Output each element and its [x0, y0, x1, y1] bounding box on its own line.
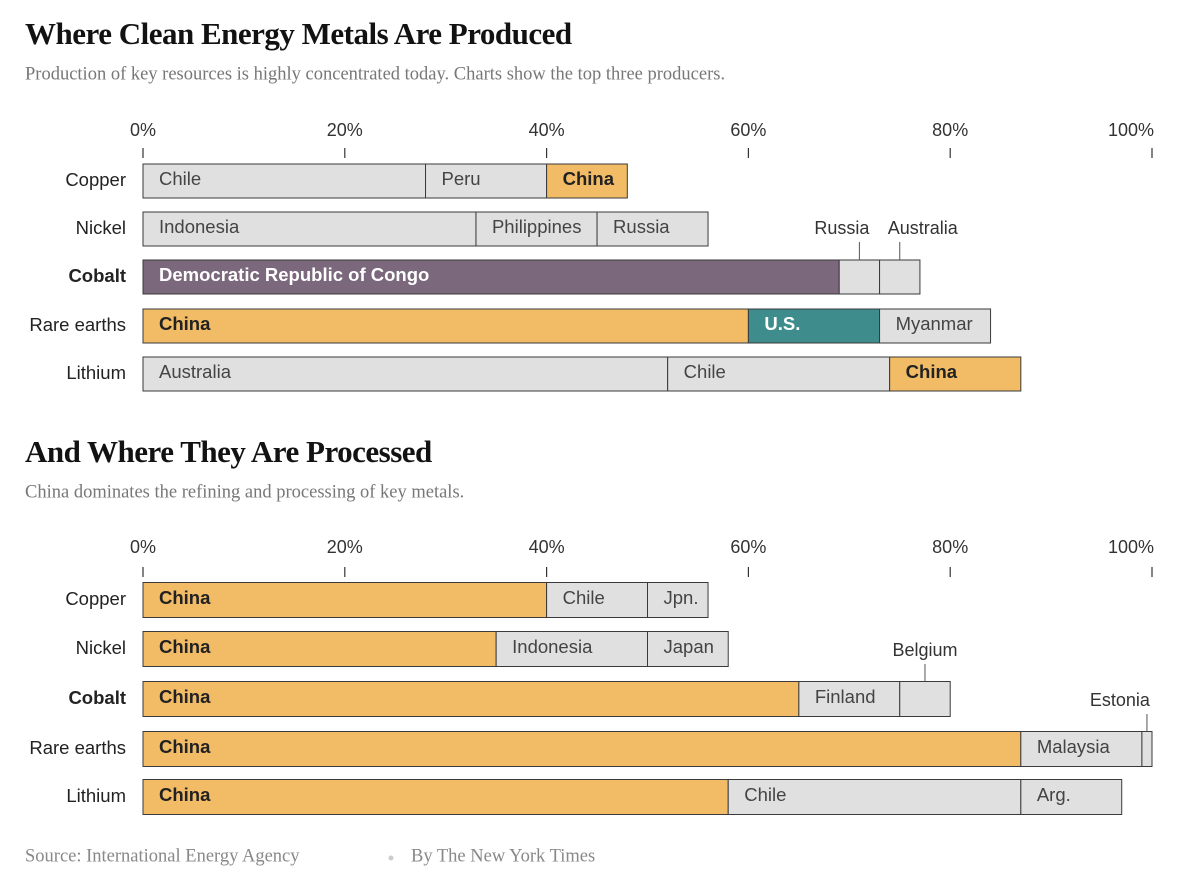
bar-segment — [1020, 779, 1123, 815]
chart-title: And Where They Are Processed — [25, 434, 432, 469]
segment-label: China — [159, 636, 211, 657]
bar-segment — [142, 631, 497, 667]
chart-title: Where Clean Energy Metals Are Produced — [25, 16, 572, 51]
segment-label: China — [159, 587, 211, 608]
bar-segment — [889, 356, 1022, 392]
callout-label: Estonia — [1090, 690, 1151, 710]
callout-label: Australia — [888, 218, 959, 238]
segment-label: Democratic Republic of Congo — [159, 264, 429, 285]
bar-segment — [142, 259, 840, 295]
category-label: Nickel — [76, 637, 126, 658]
segment-label: Peru — [442, 168, 481, 189]
category-label: Lithium — [66, 785, 126, 806]
credit: By The New York Times — [411, 846, 595, 866]
chart-subtitle: Production of key resources is highly co… — [25, 64, 725, 84]
segment-label: China — [159, 313, 211, 334]
segment-label: Chile — [159, 168, 201, 189]
x-tick-label: 80% — [932, 120, 968, 140]
bar-segment — [546, 163, 628, 199]
bar-segment — [142, 582, 548, 618]
bar-segment — [667, 356, 891, 392]
bar-segment — [142, 731, 1022, 767]
segment-label: Arg. — [1037, 784, 1071, 805]
x-tick-label: 20% — [327, 537, 363, 557]
source: Source: International Energy Agency — [25, 846, 300, 866]
segment-label: Jpn. — [664, 587, 699, 608]
bar-segment — [142, 163, 427, 199]
bar-segment — [647, 582, 709, 618]
x-tick-label: 60% — [730, 537, 766, 557]
segment-label: China — [563, 168, 615, 189]
callout-label: Russia — [814, 218, 870, 238]
segment-label: Finland — [815, 686, 876, 707]
x-tick-label: 100% — [1108, 120, 1154, 140]
segment-label: China — [159, 686, 211, 707]
category-label: Copper — [65, 169, 126, 190]
bar-segment — [1141, 731, 1153, 767]
bar-segment — [838, 259, 881, 295]
bar-segment — [879, 259, 921, 295]
bar-segment — [879, 308, 992, 344]
category-label: Cobalt — [68, 687, 126, 708]
segment-label: Chile — [744, 784, 786, 805]
segment-label: Japan — [664, 636, 714, 657]
segment-label: China — [906, 361, 958, 382]
segment-label: Myanmar — [896, 313, 973, 334]
x-tick-label: 100% — [1108, 537, 1154, 557]
bar-segment — [142, 308, 749, 344]
bar-segment — [747, 308, 881, 344]
segment-label: Indonesia — [159, 216, 240, 237]
chart-subtitle: China dominates the refining and process… — [25, 482, 464, 502]
bar-segment — [142, 211, 477, 247]
category-label: Cobalt — [68, 265, 126, 286]
bar-segment — [546, 582, 648, 618]
category-label: Nickel — [76, 217, 126, 238]
x-tick-label: 60% — [730, 120, 766, 140]
callout-label: Belgium — [892, 640, 957, 660]
segment-label: Malaysia — [1037, 736, 1111, 757]
segment-label: Indonesia — [512, 636, 593, 657]
bar-segment — [899, 681, 951, 717]
bar-segment — [495, 631, 648, 667]
x-tick-label: 0% — [130, 537, 156, 557]
bar-segment — [727, 779, 1022, 815]
bar-segment — [596, 211, 709, 247]
segment-label: China — [159, 784, 211, 805]
bar-segment — [142, 779, 729, 815]
x-tick-label: 40% — [529, 537, 565, 557]
category-label: Rare earths — [29, 314, 126, 335]
x-tick-label: 40% — [529, 120, 565, 140]
x-tick-label: 0% — [130, 120, 156, 140]
segment-label: Russia — [613, 216, 670, 237]
segment-label: Chile — [684, 361, 726, 382]
category-label: Rare earths — [29, 737, 126, 758]
bar-segment — [475, 211, 598, 247]
bar-segment — [142, 681, 800, 717]
bar-segment — [647, 631, 729, 667]
x-tick-label: 80% — [932, 537, 968, 557]
segment-label: China — [159, 736, 211, 757]
segment-label: Australia — [159, 361, 232, 382]
category-label: Copper — [65, 588, 126, 609]
segment-label: U.S. — [764, 313, 800, 334]
x-tick-label: 20% — [327, 120, 363, 140]
segment-label: Philippines — [492, 216, 581, 237]
segment-label: Chile — [563, 587, 605, 608]
separator-dot — [388, 855, 394, 861]
bar-segment — [1020, 731, 1143, 767]
category-label: Lithium — [66, 362, 126, 383]
